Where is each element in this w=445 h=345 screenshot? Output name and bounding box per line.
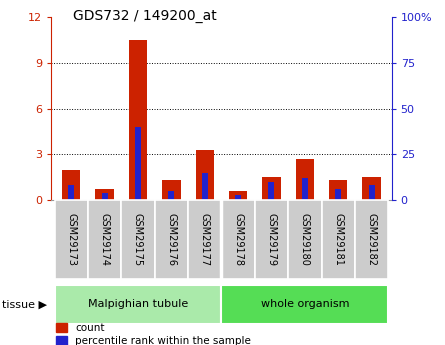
Bar bbox=[68, 186, 74, 200]
Bar bbox=[188, 200, 222, 279]
Bar bbox=[322, 200, 355, 279]
Bar bbox=[362, 177, 381, 200]
Text: GSM29173: GSM29173 bbox=[66, 213, 76, 266]
Bar bbox=[55, 200, 88, 279]
Bar bbox=[55, 285, 222, 324]
Bar bbox=[329, 180, 348, 200]
Bar bbox=[121, 200, 155, 279]
Text: GSM29176: GSM29176 bbox=[166, 213, 176, 266]
Bar bbox=[155, 200, 188, 279]
Text: tissue ▶: tissue ▶ bbox=[2, 299, 47, 309]
Text: GSM29174: GSM29174 bbox=[100, 213, 109, 266]
Bar bbox=[168, 191, 174, 200]
Legend: count, percentile rank within the sample: count, percentile rank within the sample bbox=[57, 323, 251, 345]
Bar bbox=[229, 191, 247, 200]
Bar bbox=[222, 285, 388, 324]
Bar bbox=[288, 200, 322, 279]
Bar bbox=[295, 159, 314, 200]
Text: GDS732 / 149200_at: GDS732 / 149200_at bbox=[73, 9, 217, 23]
Text: GSM29178: GSM29178 bbox=[233, 213, 243, 266]
Bar bbox=[355, 200, 388, 279]
Bar bbox=[101, 193, 108, 200]
Bar bbox=[62, 170, 81, 200]
Text: GSM29182: GSM29182 bbox=[367, 213, 376, 266]
Bar bbox=[95, 189, 114, 200]
Bar bbox=[368, 186, 375, 200]
Text: GSM29181: GSM29181 bbox=[333, 213, 343, 266]
Bar bbox=[162, 180, 181, 200]
Bar bbox=[262, 177, 281, 200]
Bar bbox=[135, 127, 141, 200]
Bar bbox=[88, 200, 121, 279]
Bar bbox=[335, 189, 341, 200]
Bar bbox=[302, 178, 308, 200]
Text: Malpighian tubule: Malpighian tubule bbox=[88, 299, 188, 309]
Text: GSM29179: GSM29179 bbox=[267, 213, 276, 266]
Bar bbox=[129, 40, 147, 200]
Bar bbox=[195, 150, 214, 200]
Text: GSM29177: GSM29177 bbox=[200, 213, 210, 266]
Bar bbox=[222, 200, 255, 279]
Bar bbox=[255, 200, 288, 279]
Text: whole organism: whole organism bbox=[261, 299, 349, 309]
Bar bbox=[268, 182, 275, 200]
Text: GSM29180: GSM29180 bbox=[300, 213, 310, 266]
Text: GSM29175: GSM29175 bbox=[133, 213, 143, 266]
Bar bbox=[235, 195, 241, 200]
Bar bbox=[202, 173, 208, 200]
